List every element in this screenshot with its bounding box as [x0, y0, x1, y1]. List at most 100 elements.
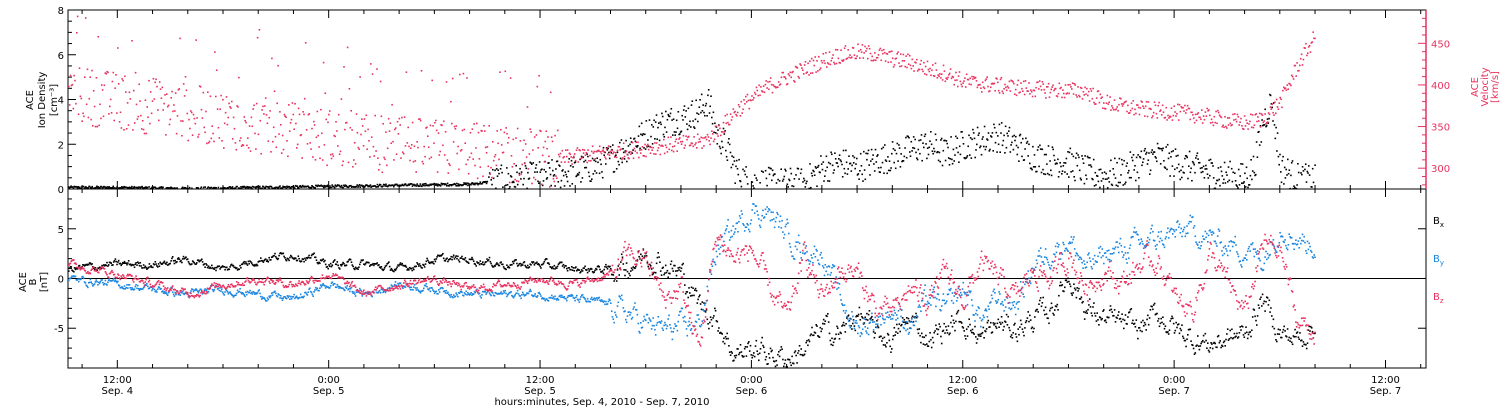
bx-point [244, 263, 246, 265]
density-point [1257, 156, 1259, 158]
velocity-point [725, 115, 727, 117]
velocity-point [706, 139, 708, 141]
density-point [1221, 171, 1223, 173]
velocity-point [904, 66, 906, 68]
velocity-point [675, 141, 677, 143]
velocity-point [785, 78, 787, 80]
bx-point [934, 330, 936, 332]
bx-point [481, 263, 483, 265]
bx-point [470, 259, 472, 261]
density-point [616, 168, 618, 170]
velocity-point [1085, 93, 1087, 95]
velocity-point [532, 149, 534, 151]
velocity-point [111, 112, 113, 114]
bx-point [1149, 317, 1151, 319]
velocity-point [812, 72, 814, 74]
bx-point [1114, 309, 1116, 311]
bx-point [334, 259, 336, 261]
density-point [946, 143, 948, 145]
velocity-point [423, 163, 425, 165]
bx-point [475, 265, 477, 267]
velocity-point [516, 180, 518, 182]
bx-point [418, 265, 420, 267]
velocity-point [85, 17, 87, 19]
bx-point [233, 265, 235, 267]
bx-point [963, 330, 965, 332]
velocity-point [456, 125, 458, 127]
bx-point [939, 326, 941, 328]
velocity-point [693, 136, 695, 138]
density-point [455, 185, 457, 187]
velocity-point [168, 105, 170, 107]
density-point [1259, 144, 1261, 146]
velocity-point [1175, 115, 1177, 117]
velocity-point [289, 130, 291, 132]
density-point [642, 135, 644, 137]
density-point [932, 150, 934, 152]
density-point [685, 110, 687, 112]
density-point [1172, 165, 1174, 167]
density-point [73, 188, 75, 190]
bx-point [669, 273, 671, 275]
velocity-point [193, 114, 195, 116]
velocity-point [913, 70, 915, 72]
bx-point [999, 322, 1001, 324]
by-point [173, 294, 175, 296]
velocity-point [1116, 108, 1118, 110]
by-point [165, 292, 167, 294]
bx-point [1084, 318, 1086, 320]
velocity-point [164, 94, 166, 96]
density-point [658, 122, 660, 124]
bx-point [1050, 308, 1052, 310]
density-point [959, 146, 961, 148]
velocity-point [356, 113, 358, 115]
density-point [570, 165, 572, 167]
density-point [1250, 159, 1252, 161]
by-point [320, 284, 322, 286]
velocity-point [530, 131, 532, 133]
bx-point [1110, 305, 1112, 307]
velocity-point [1206, 115, 1208, 117]
density-point [728, 138, 730, 140]
density-point [647, 139, 649, 141]
velocity-point [180, 120, 182, 122]
velocity-point [1282, 90, 1284, 92]
velocity-point [1189, 108, 1191, 110]
legend-bz-sub: z [1440, 297, 1444, 305]
by-point [82, 276, 84, 278]
density-point [753, 187, 755, 189]
velocity-point [757, 90, 759, 92]
density-point [1105, 173, 1107, 175]
velocity-point [97, 126, 99, 128]
density-point [855, 163, 857, 165]
velocity-point [756, 87, 758, 89]
velocity-point [1278, 108, 1280, 110]
density-point [946, 140, 948, 142]
velocity-point [857, 44, 859, 46]
velocity-point [377, 157, 379, 159]
velocity-point [528, 168, 530, 170]
velocity-point [263, 113, 265, 115]
density-point [1084, 183, 1086, 185]
velocity-point [375, 150, 377, 152]
by-point [94, 283, 96, 285]
bx-point [1085, 312, 1087, 314]
velocity-point [651, 149, 653, 151]
bx-point [889, 346, 891, 348]
velocity-point [1075, 84, 1077, 86]
by-point [199, 290, 201, 292]
by-point [89, 282, 91, 284]
bx-point [482, 261, 484, 263]
velocity-point [651, 147, 653, 149]
bx-point [820, 327, 822, 329]
density-point [1012, 136, 1014, 138]
density-point [916, 157, 918, 159]
density-point [456, 183, 458, 185]
bx-point [1252, 316, 1254, 318]
bx-point [238, 269, 240, 271]
bx-point [623, 269, 625, 271]
bx-point [907, 323, 909, 325]
density-point [943, 150, 945, 152]
bx-point [1113, 315, 1115, 317]
by-point [270, 295, 272, 297]
